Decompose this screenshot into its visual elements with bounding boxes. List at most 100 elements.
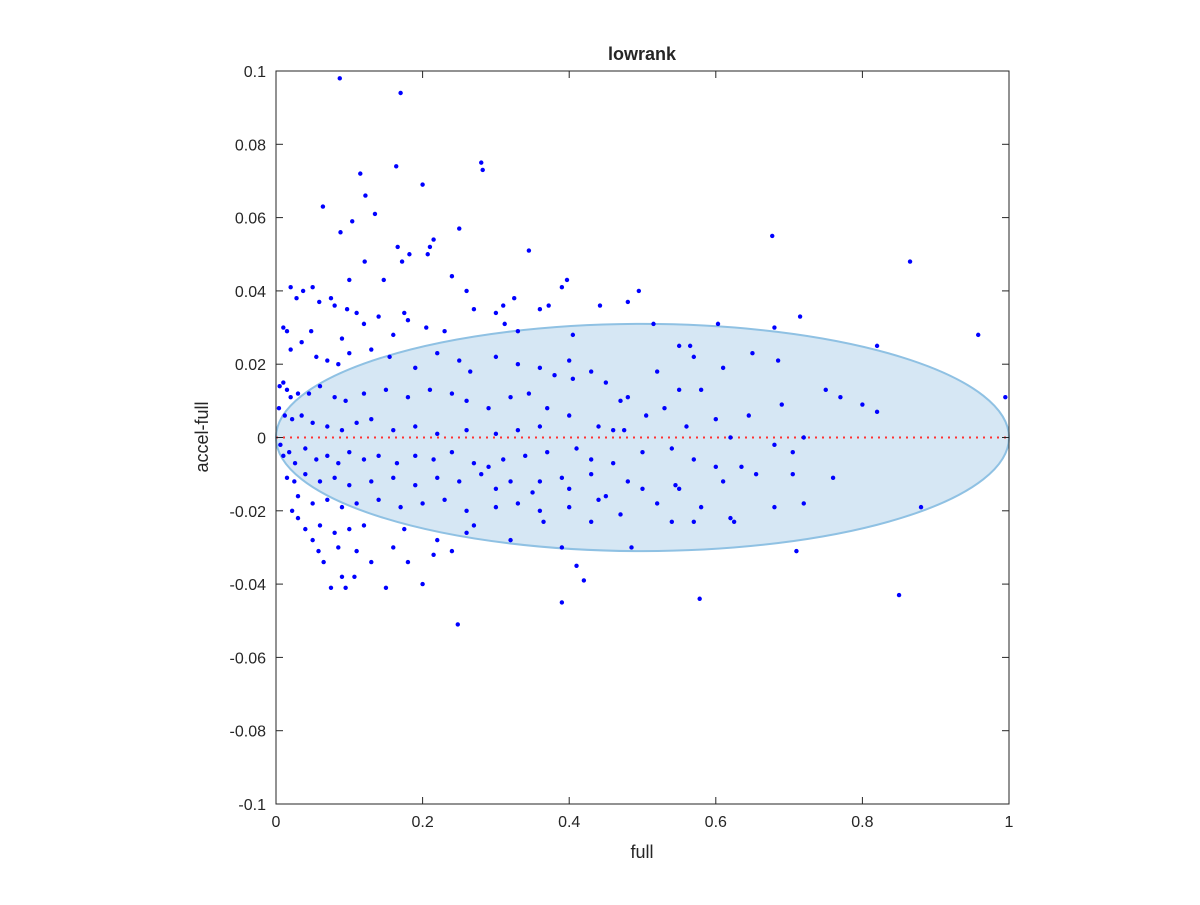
data-point [306,391,312,396]
data-point [376,314,381,319]
data-point [336,362,341,367]
data-point [775,358,781,363]
data-point [292,460,298,466]
data-point [276,405,282,411]
data-point [413,482,418,488]
data-point [288,394,293,400]
data-point [684,424,689,429]
data-point [435,351,440,356]
data-point [753,471,759,477]
data-point [1003,394,1008,400]
data-point [570,376,576,382]
data-point [336,545,341,550]
data-point [697,596,702,601]
data-point [376,497,381,503]
data-point [358,171,363,176]
data-point [284,329,290,334]
y-tick-label: -0.04 [230,577,267,594]
data-point [691,457,697,462]
data-point [328,585,334,590]
data-point [643,413,649,418]
data-point [574,446,579,451]
data-point [354,420,359,426]
data-point [486,405,491,411]
data-point [336,460,341,466]
data-point [570,332,576,338]
data-point [398,90,403,96]
data-point [739,464,744,470]
data-point [420,501,425,506]
data-point [295,493,301,499]
data-point [471,523,477,528]
data-point [314,457,319,462]
data-point [464,288,469,294]
data-point [343,585,348,590]
data-point [361,523,367,528]
data-point [402,526,407,532]
data-point [286,449,292,455]
data-point [339,574,345,579]
data-point [501,303,506,308]
data-point [427,387,433,393]
data-point [770,233,775,239]
data-point [691,354,697,360]
data-point [537,307,543,312]
data-point [310,420,315,426]
data-point [636,288,642,294]
data-point [284,475,290,481]
data-point [464,398,469,404]
y-ticks: -0.1 -0.08 -0.06 -0.04 -0.02 0 0.02 0.04 0.06 0.0… [230,64,1009,814]
data-point [512,296,517,301]
data-point [596,424,601,429]
data-point [515,329,521,334]
data-point [449,548,455,554]
data-point [317,479,323,484]
data-point [442,329,447,334]
data-point [420,182,425,187]
data-point [801,501,806,506]
data-point [402,310,407,316]
data-point [332,475,337,481]
data-point [332,394,337,400]
data-point [603,380,609,385]
data-point [431,237,436,242]
data-point [545,449,550,455]
data-point [295,391,301,396]
data-point [354,501,359,506]
data-point [464,530,469,535]
data-point [376,453,381,459]
data-point [399,259,405,264]
data-point [281,325,286,330]
data-point [457,358,462,363]
x-tick-label: 1 [1005,814,1014,831]
data-point [676,387,682,393]
y-tick-label: 0 [257,431,266,448]
data-point [552,372,557,378]
data-point [546,303,551,308]
data-point [325,358,330,363]
data-point [588,369,594,374]
data-point [790,449,795,455]
data-point [391,475,396,481]
data-point [669,446,675,451]
data-point [381,277,386,283]
data-point [698,504,704,510]
data-point [537,424,543,429]
data-point [790,471,795,477]
data-point [352,574,357,579]
data-point [464,508,469,513]
data-point [493,310,499,316]
data-point [425,252,430,257]
data-point [405,394,411,400]
data-point [442,497,447,503]
y-tick-label: 0.1 [244,64,266,81]
data-point [731,519,737,524]
data-point [339,504,345,510]
data-point [394,460,400,466]
x-ticks: 0 0.2 0.4 0.6 0.8 1 [272,71,1014,831]
data-point [567,358,572,363]
x-tick-label: 0.8 [851,814,873,831]
data-point [471,307,477,312]
data-point [480,167,485,173]
data-point [303,471,308,477]
